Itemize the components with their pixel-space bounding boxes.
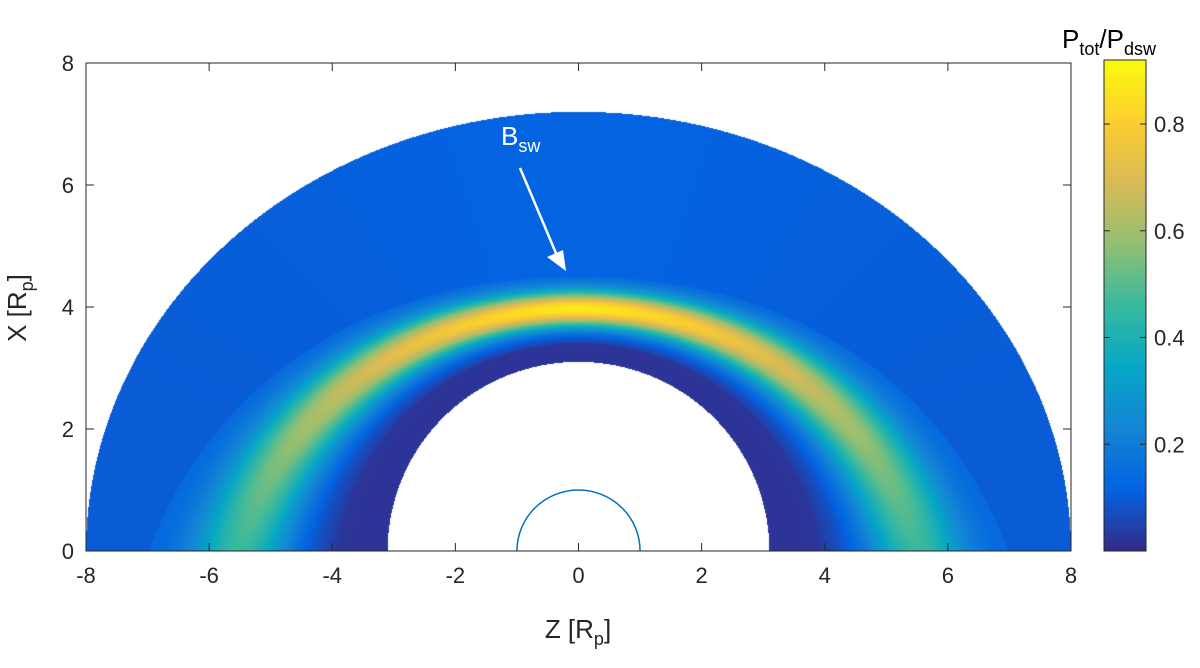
colorbar-title: Ptot/Pdsw bbox=[1062, 24, 1157, 59]
x-tick-label: -6 bbox=[199, 563, 219, 588]
x-tick-label: 4 bbox=[819, 563, 831, 588]
x-tick-label: 0 bbox=[572, 563, 584, 588]
bsw-arrowhead bbox=[547, 250, 566, 271]
plot-area bbox=[86, 63, 1071, 552]
x-tick-label: -8 bbox=[76, 563, 96, 588]
svg-text:X [Rp]: X [Rp] bbox=[2, 274, 37, 342]
colorbar-gradient bbox=[1103, 59, 1147, 552]
colorbar-tick-label: 0.2 bbox=[1154, 432, 1185, 457]
planet-circle bbox=[516, 489, 641, 552]
colorbar: 0.2 0.4 0.6 0.8 bbox=[1103, 59, 1185, 552]
x-tick-label: 6 bbox=[942, 563, 954, 588]
colorbar-tick-label: 0.6 bbox=[1154, 219, 1185, 244]
pressure-field bbox=[86, 63, 1071, 551]
axes: -8 -6 -4 -2 0 2 4 6 8 0 2 4 6 8 bbox=[62, 51, 1077, 588]
x-tick-label: -4 bbox=[322, 563, 342, 588]
svg-text:Z [Rp]: Z [Rp] bbox=[545, 614, 611, 649]
x-tick-label: 8 bbox=[1065, 563, 1077, 588]
y-axis-label: X [Rp] bbox=[2, 274, 37, 342]
svg-text:Bsw: Bsw bbox=[501, 121, 541, 156]
bsw-annotation: Bsw bbox=[501, 121, 566, 271]
y-tick-label: 2 bbox=[62, 417, 74, 442]
x-tick-label: 2 bbox=[696, 563, 708, 588]
colorbar-tick-label: 0.8 bbox=[1154, 112, 1185, 137]
svg-text:Ptot/Pdsw: Ptot/Pdsw bbox=[1062, 24, 1157, 59]
x-axis-label: Z [Rp] bbox=[545, 614, 611, 649]
x-tick-label: -2 bbox=[446, 563, 466, 588]
y-tick-label: 8 bbox=[62, 51, 74, 76]
y-tick-label: 4 bbox=[62, 295, 74, 320]
bsw-arrow bbox=[518, 167, 560, 259]
y-tick-label: 6 bbox=[62, 173, 74, 198]
colorbar-tick-label: 0.4 bbox=[1154, 326, 1185, 351]
y-tick-label: 0 bbox=[62, 539, 74, 564]
